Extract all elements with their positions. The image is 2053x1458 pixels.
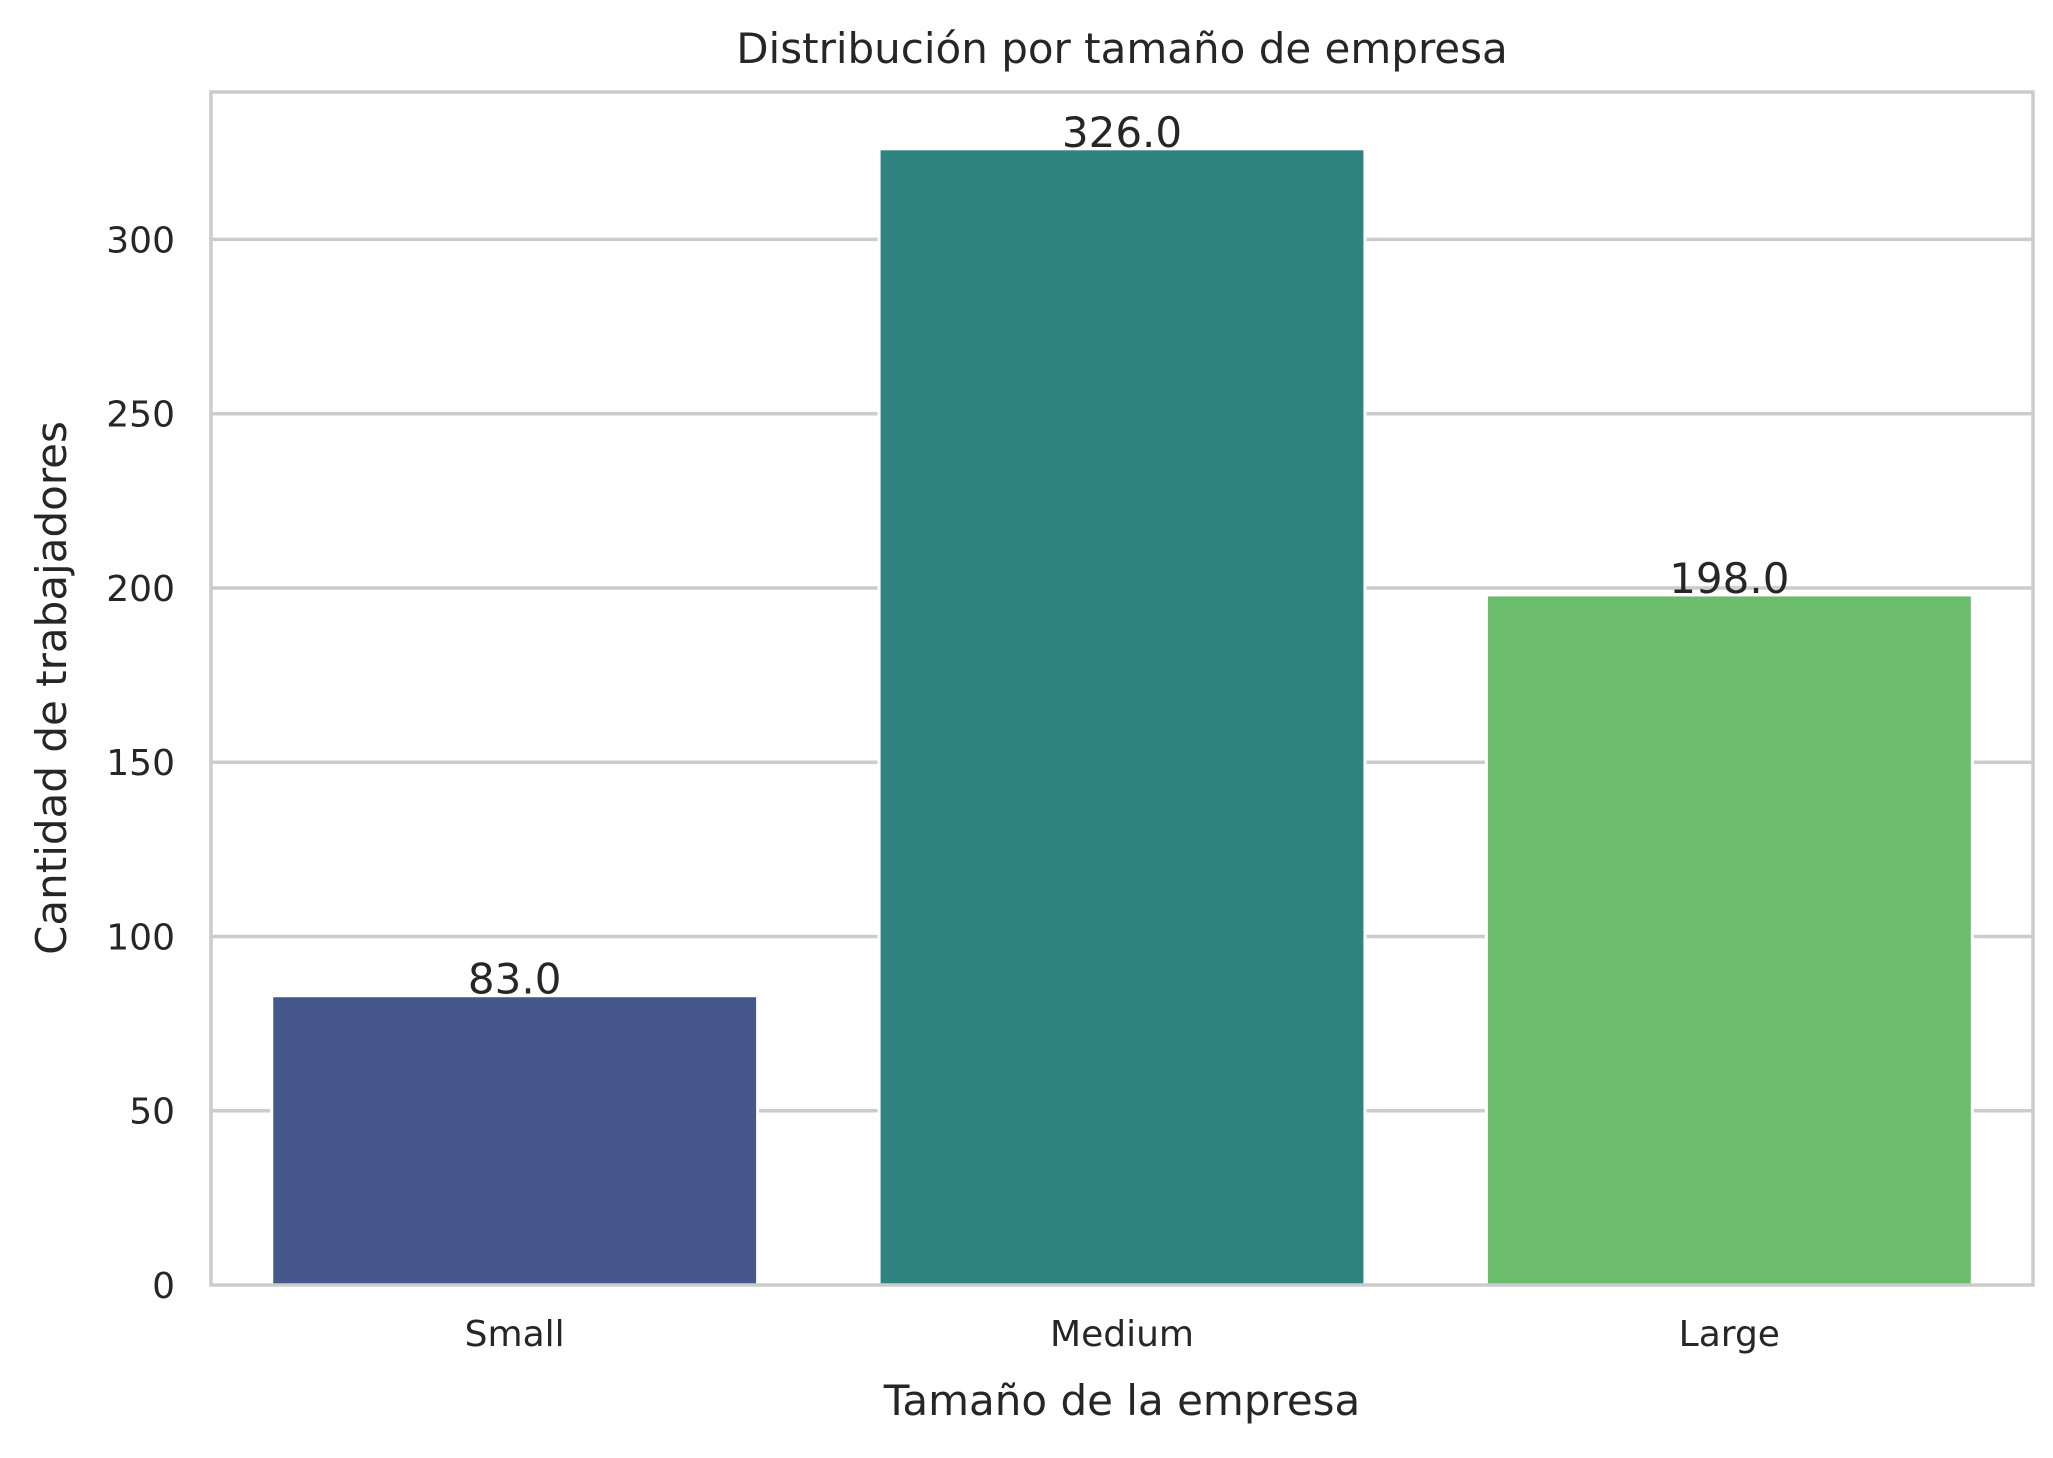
x-tick-label-small: Small <box>465 1314 565 1355</box>
bar-large <box>1484 593 1974 1287</box>
plot-frame <box>209 90 2035 1287</box>
chart-title: Distribución por tamaño de empresa <box>736 24 1508 73</box>
x-tick-label-medium: Medium <box>1050 1314 1194 1355</box>
y-tick-label: 50 <box>129 1092 175 1133</box>
y-axis-label: Cantidad de trabajadores <box>27 421 76 955</box>
data-label-medium: 326.0 <box>1062 108 1182 157</box>
x-axis-label: Tamaño de la empresa <box>883 1376 1361 1425</box>
data-label-small: 83.0 <box>468 955 562 1004</box>
x-tick-label-large: Large <box>1679 1314 1780 1355</box>
data-labels: 83.0 326.0 198.0 <box>468 108 1790 1004</box>
x-tick-labels: Small Medium Large <box>465 1314 1780 1355</box>
data-label-large: 198.0 <box>1669 554 1789 603</box>
bars <box>270 147 1974 1287</box>
y-tick-label: 100 <box>106 917 175 958</box>
y-tick-label: 150 <box>106 743 175 784</box>
y-tick-label: 300 <box>106 220 175 261</box>
bar-medium <box>877 147 1367 1287</box>
y-tick-label: 200 <box>106 569 175 610</box>
y-tick-label: 250 <box>106 395 175 436</box>
y-tick-labels: 0 50 100 150 200 250 300 <box>106 220 175 1307</box>
y-tick-label: 0 <box>152 1266 175 1307</box>
bar-small <box>270 994 760 1287</box>
